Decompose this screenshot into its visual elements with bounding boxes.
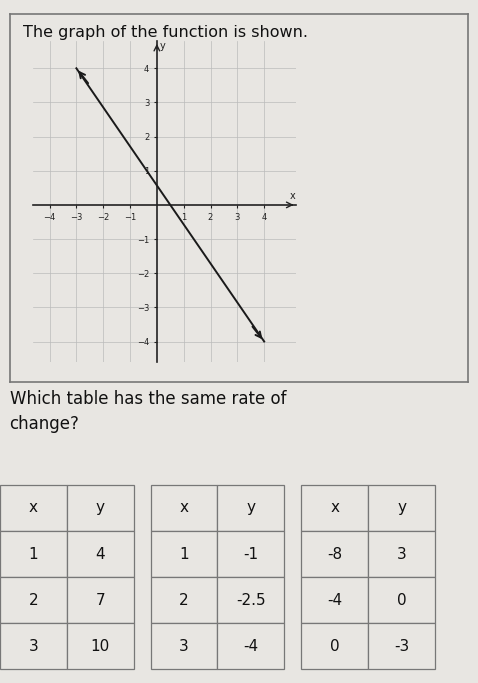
Text: -4: -4 (327, 593, 342, 608)
Bar (0, 531, 67, 577)
Text: 3: 3 (179, 639, 189, 654)
Bar (151, 485, 217, 531)
Text: y: y (247, 501, 255, 516)
Text: 0: 0 (397, 593, 406, 608)
Text: -2.5: -2.5 (236, 593, 266, 608)
Text: 7: 7 (96, 593, 105, 608)
Bar (67, 623, 134, 669)
Text: 2: 2 (29, 593, 38, 608)
Text: 4: 4 (96, 546, 105, 561)
Bar (67, 577, 134, 623)
Bar (217, 531, 284, 577)
Text: x: x (29, 501, 38, 516)
Bar (67, 531, 134, 577)
Text: 2: 2 (179, 593, 189, 608)
Bar (0, 577, 67, 623)
Bar (217, 577, 284, 623)
Text: 1: 1 (29, 546, 38, 561)
Bar (67, 485, 134, 531)
Bar (151, 577, 217, 623)
Bar (368, 485, 435, 531)
Text: y: y (397, 501, 406, 516)
Text: y: y (96, 501, 105, 516)
Text: The graph of the function is shown.: The graph of the function is shown. (23, 25, 308, 40)
Text: 1: 1 (179, 546, 189, 561)
Bar (368, 531, 435, 577)
Text: 3: 3 (29, 639, 38, 654)
Text: -8: -8 (327, 546, 342, 561)
Bar (368, 623, 435, 669)
Bar (301, 577, 368, 623)
Text: y: y (160, 41, 166, 51)
Text: -3: -3 (394, 639, 409, 654)
Bar (0, 485, 67, 531)
Text: x: x (330, 501, 339, 516)
Bar (151, 531, 217, 577)
Bar (301, 531, 368, 577)
Text: x: x (290, 191, 295, 201)
Text: 10: 10 (91, 639, 110, 654)
Text: -4: -4 (243, 639, 259, 654)
Bar (368, 577, 435, 623)
Bar (217, 623, 284, 669)
Bar (217, 485, 284, 531)
Text: 3: 3 (397, 546, 406, 561)
Text: x: x (180, 501, 188, 516)
Bar (301, 623, 368, 669)
Text: Which table has the same rate of
change?: Which table has the same rate of change? (10, 390, 286, 433)
Text: 0: 0 (330, 639, 339, 654)
Bar (151, 623, 217, 669)
Text: -1: -1 (243, 546, 259, 561)
Bar (301, 485, 368, 531)
Bar (0, 623, 67, 669)
